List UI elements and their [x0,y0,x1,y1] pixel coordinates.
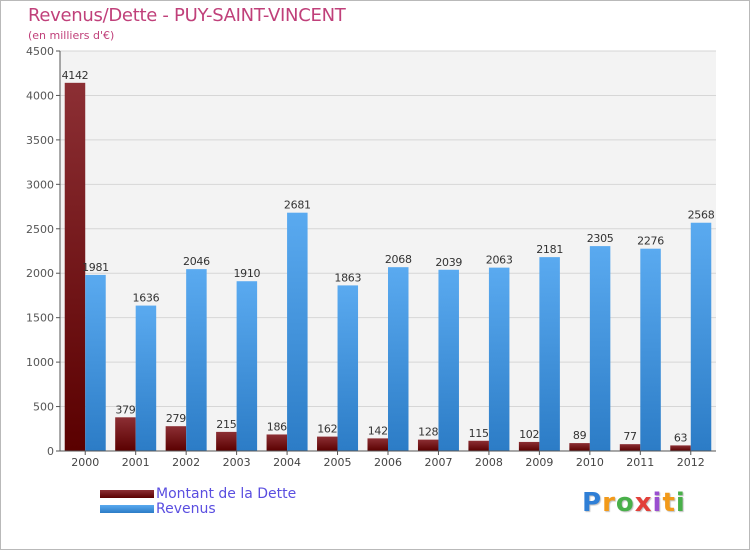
bar-revenus [186,269,207,451]
data-label-dette: 102 [519,428,539,441]
y-tick-label: 0 [47,445,54,458]
data-label-dette: 4142 [62,69,89,82]
data-label-revenus: 2181 [536,243,563,256]
data-label-revenus: 2305 [587,232,614,245]
data-label-revenus: 2046 [183,255,210,268]
x-tick-label: 2012 [677,456,705,469]
data-label-dette: 162 [317,423,337,436]
x-tick-label: 2001 [122,456,150,469]
bar-dette [367,438,388,451]
bar-dette [417,439,439,451]
data-label-dette: 89 [573,429,587,442]
y-tick-label: 1000 [26,356,54,369]
bar-revenus [539,257,560,451]
y-tick-label: 4500 [26,45,54,58]
legend-swatch-revenus [100,504,154,513]
y-tick-label: 500 [33,401,54,414]
bar-revenus [135,305,157,451]
data-label-revenus: 1910 [233,267,260,280]
x-tick-label: 2007 [424,456,452,469]
bar-dette [317,436,338,451]
x-tick-label: 2011 [626,456,654,469]
y-tick-label: 1500 [26,312,54,325]
y-tick-label: 3500 [26,134,54,147]
bar-revenus [236,281,258,451]
bar-revenus [388,267,409,451]
x-tick-label: 2008 [475,456,503,469]
x-tick-label: 2002 [172,456,200,469]
proxiti-logo: Proxiti [582,488,686,518]
x-tick-label: 2005 [324,456,352,469]
bar-dette [216,431,237,451]
data-label-dette: 63 [674,431,688,444]
bar-revenus [438,269,459,451]
bar-dette [64,82,86,452]
data-label-dette: 379 [115,403,135,416]
legend-swatch-dette [100,489,154,498]
bar-revenus [287,212,308,451]
data-label-revenus: 2276 [637,235,664,248]
data-label-revenus: 1981 [82,261,109,274]
bar-revenus [640,248,661,451]
chart-title: Revenus/Dette - PUY-SAINT-VINCENT [28,5,346,26]
legend-item-revenus: Revenus [100,500,296,517]
bar-dette [266,434,288,451]
data-label-dette: 186 [267,420,287,433]
legend-label-revenus: Revenus [156,500,216,517]
bar-revenus [589,246,611,451]
bar-dette [569,443,590,451]
data-label-dette: 77 [623,430,637,443]
bar-dette [165,426,187,451]
bar-dette [670,445,691,451]
data-label-dette: 215 [216,418,236,431]
data-label-dette: 128 [418,426,438,439]
legend-item-dette: Montant de la Dette [100,485,297,502]
bar-revenus [337,285,359,451]
bar-revenus [690,222,712,451]
data-label-revenus: 1636 [133,292,160,305]
legend-label-dette: Montant de la Dette [156,485,297,502]
data-label-revenus: 2681 [284,199,311,212]
x-tick-label: 2000 [71,456,99,469]
x-tick-label: 2004 [273,456,301,469]
data-label-revenus: 2068 [385,253,412,266]
y-tick-label: 2000 [26,267,54,280]
data-label-revenus: 2039 [435,256,462,269]
x-tick-label: 2009 [525,456,553,469]
bar-revenus [85,274,106,451]
bar-dette [619,444,641,451]
bar-dette [518,441,540,451]
x-tick-label: 2006 [374,456,402,469]
bar-dette [468,440,489,451]
data-label-dette: 115 [469,427,489,440]
data-label-dette: 279 [166,412,186,425]
legend: Montant de la Dette Revenus [100,485,297,517]
data-label-revenus: 2568 [688,209,715,222]
bar-dette [115,417,136,451]
bar-revenus [488,267,510,451]
y-tick-label: 2500 [26,223,54,236]
x-tick-label: 2010 [576,456,604,469]
data-label-revenus: 1863 [334,271,361,284]
y-tick-label: 3000 [26,178,54,191]
chart-subtitle: (en milliers d'€) [28,29,115,42]
data-label-dette: 142 [368,424,388,437]
x-tick-label: 2003 [223,456,251,469]
y-tick-label: 4000 [26,89,54,102]
data-label-revenus: 2063 [486,254,513,267]
